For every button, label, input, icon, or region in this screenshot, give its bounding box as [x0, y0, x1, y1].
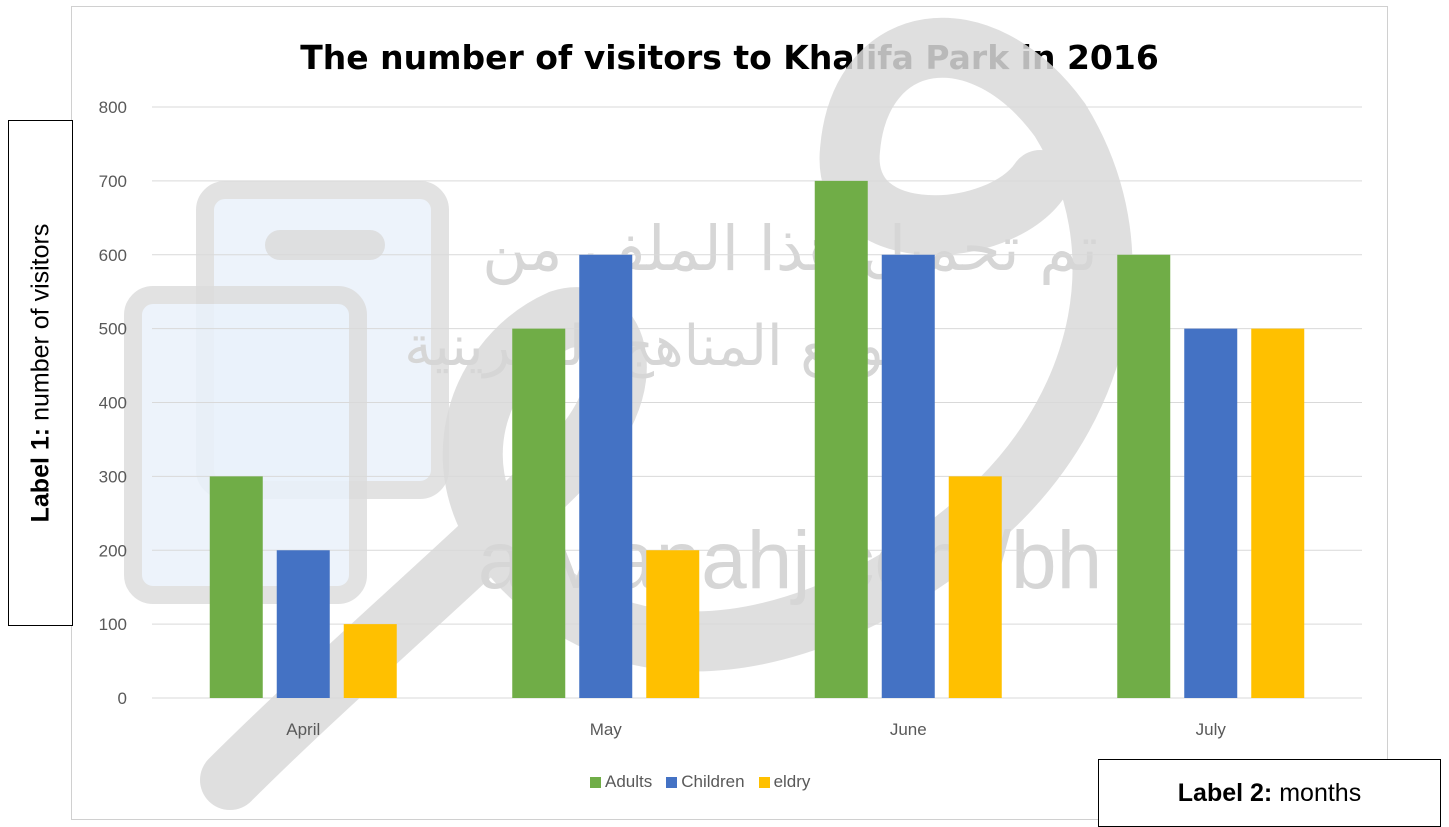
x-tick-label: April — [286, 720, 320, 739]
bar-adults-april — [209, 476, 263, 698]
y-tick-label: 800 — [99, 98, 127, 117]
bar-children-may — [579, 254, 633, 698]
x-axis-label-box: Label 2: months — [1098, 759, 1441, 827]
legend-label: Adults — [605, 772, 653, 791]
bar-eldry-june — [948, 476, 1002, 698]
legend-label: Children — [681, 772, 745, 791]
legend-item: Adults — [590, 772, 652, 792]
y-tick-label: 300 — [99, 467, 127, 486]
y-axis-label-box: Label 1: number of visitors — [8, 120, 73, 626]
legend-swatch — [758, 776, 770, 788]
chart-legend: Adults Children eldry — [590, 772, 810, 792]
bar-eldry-july — [1251, 328, 1305, 698]
y-axis-label-text: number of visitors — [26, 223, 54, 428]
bar-eldry-may — [646, 550, 700, 698]
legend-swatch — [666, 776, 678, 788]
y-tick-label: 0 — [118, 689, 127, 708]
x-tick-label: July — [1196, 720, 1227, 739]
legend-label: eldry — [773, 772, 811, 791]
bar-eldry-april — [343, 624, 397, 698]
x-tick-label: May — [590, 720, 623, 739]
y-axis-label: Label 1: number of visitors — [26, 224, 55, 523]
bar-children-april — [276, 550, 330, 698]
x-axis-label-text: months — [1272, 778, 1362, 807]
legend-swatch — [590, 776, 601, 788]
legend-item: Children — [666, 772, 745, 792]
bar-adults-june — [814, 180, 868, 698]
bar-children-june — [881, 254, 935, 698]
y-tick-label: 100 — [99, 615, 127, 634]
bar-adults-july — [1117, 254, 1171, 698]
y-tick-label: 400 — [99, 394, 127, 413]
legend-item: eldry — [758, 772, 811, 792]
x-axis-label-bold: Label 2: — [1177, 778, 1273, 807]
bar-children-july — [1184, 328, 1238, 698]
y-axis-label-bold: Label 1: — [26, 427, 54, 523]
y-tick-label: 200 — [99, 541, 127, 560]
y-tick-label: 500 — [99, 320, 127, 339]
bar-adults-may — [512, 328, 566, 698]
y-tick-label: 700 — [99, 172, 127, 191]
x-tick-label: June — [890, 720, 927, 739]
y-tick-label: 600 — [99, 246, 127, 265]
